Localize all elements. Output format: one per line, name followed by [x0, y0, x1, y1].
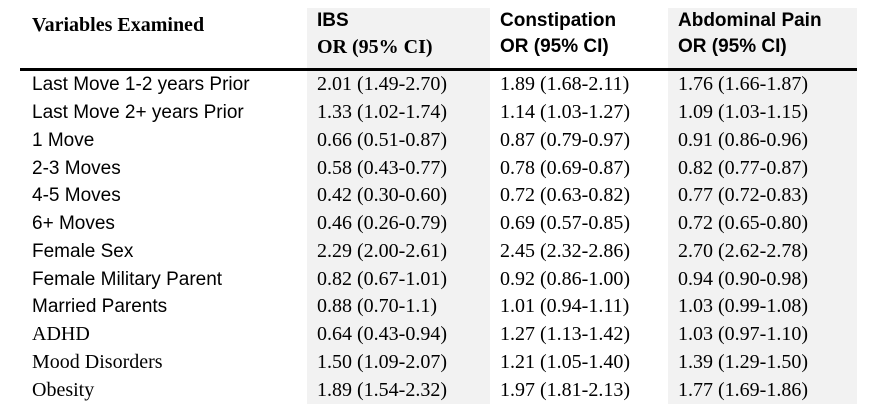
table-row: Mood Disorders 1.50 (1.09-2.07) 1.21 (1.05… — [20, 348, 857, 377]
row-label: Female Military Parent — [32, 268, 223, 290]
cell-value: 0.78 (0.69-0.87) — [500, 156, 630, 179]
column-header: Abdominal Pain OR (95% CI) — [668, 8, 857, 71]
cell-value: 1.77 (1.69-1.86) — [668, 376, 857, 404]
cell-value: 0.91 (0.86-0.96) — [668, 126, 857, 155]
cell-value: 1.27 (1.13-1.42) — [500, 323, 630, 346]
row-label: Female Sex — [32, 240, 134, 262]
cell-value: 1.01 (0.94-1.11) — [500, 295, 630, 318]
row-label: Married Parents — [32, 296, 168, 318]
column-header: Variables Examined — [20, 8, 307, 71]
cell-value: 1.89 (1.68-2.11) — [500, 73, 630, 96]
header-line: Variables Examined — [32, 14, 205, 36]
header-line: OR (95% CI) — [317, 36, 433, 58]
cell-value: 2.70 (2.62-2.78) — [668, 237, 857, 266]
cell-value: 2.45 (2.32-2.86) — [500, 239, 630, 262]
cell-value: 1.03 (0.97-1.10) — [668, 320, 857, 349]
table-body: Last Move 1-2 years Prior 2.01 (1.49-2.70… — [20, 69, 857, 404]
row-label: 6+ Moves — [32, 213, 115, 235]
cell-value: 1.89 (1.54-2.32) — [307, 376, 490, 404]
row-label: Last Move 1-2 years Prior — [32, 74, 250, 96]
cell-value: 0.72 (0.63-0.82) — [500, 184, 630, 207]
cell-value: 1.76 (1.66-1.87) — [668, 69, 857, 99]
cell-value: 0.87 (0.79-0.97) — [500, 128, 630, 151]
table-row: Last Move 2+ years Prior 1.33 (1.02-1.74)… — [20, 98, 857, 127]
cell-value: 1.39 (1.29-1.50) — [668, 348, 857, 377]
cell-value: 0.64 (0.43-0.94) — [307, 320, 490, 349]
cell-value: 1.33 (1.02-1.74) — [307, 98, 490, 127]
table-row: 4-5 Moves 0.42 (0.30-0.60) 0.72 (0.63-0.82… — [20, 182, 857, 210]
table-row: Last Move 1-2 years Prior 2.01 (1.49-2.70… — [20, 69, 857, 99]
header-row: Variables Examined IBS OR (95% CI) Constipa… — [20, 8, 857, 71]
row-label: Mood Disorders — [32, 350, 163, 373]
cell-value: 0.46 (0.26-0.79) — [307, 209, 490, 238]
header-line: Abdominal Pain — [678, 10, 822, 31]
table-row: 2-3 Moves 0.58 (0.43-0.77) 0.78 (0.69-0.87… — [20, 154, 857, 182]
table-row: Married Parents 0.88 (0.70-1.1) 1.01 (0.94… — [20, 293, 857, 321]
row-label: Last Move 2+ years Prior — [32, 102, 244, 124]
header-line: OR (95% CI) — [500, 36, 609, 57]
table-row: 6+ Moves 0.46 (0.26-0.79) 0.69 (0.57-0.85)… — [20, 209, 857, 238]
cell-value: 2.01 (1.49-2.70) — [307, 69, 490, 99]
row-label: 2-3 Moves — [32, 157, 121, 179]
cell-value: 1.09 (1.03-1.15) — [668, 98, 857, 127]
table-row: ADHD 0.64 (0.43-0.94) 1.27 (1.13-1.42) 1.03… — [20, 320, 857, 349]
cell-value: 0.82 (0.67-1.01) — [307, 265, 490, 293]
cell-value: 1.97 (1.81-2.13) — [500, 378, 630, 401]
cell-value: 1.03 (0.99-1.08) — [668, 293, 857, 321]
column-header: Constipation OR (95% CI) — [490, 8, 668, 71]
header-line: Constipation — [500, 10, 617, 31]
row-label: ADHD — [32, 323, 90, 346]
table-row: Female Sex 2.29 (2.00-2.61) 2.45 (2.32-2.8… — [20, 237, 857, 266]
cell-value: 0.94 (0.90-0.98) — [668, 265, 857, 293]
header-line: IBS — [317, 10, 349, 31]
row-label: 1 Move — [32, 129, 95, 151]
cell-value: 1.14 (1.03-1.27) — [500, 101, 630, 124]
odds-ratio-table: Variables Examined IBS OR (95% CI) Constipa… — [20, 8, 857, 404]
cell-value: 0.69 (0.57-0.85) — [500, 212, 630, 235]
table-row: 1 Move 0.66 (0.51-0.87) 0.87 (0.79-0.97) 0.… — [20, 126, 857, 155]
cell-value: 0.42 (0.30-0.60) — [307, 182, 490, 210]
header-line: OR (95% CI) — [678, 36, 787, 57]
row-label: Obesity — [32, 378, 95, 401]
cell-value: 0.92 (0.86-1.00) — [500, 267, 630, 290]
cell-value: 0.58 (0.43-0.77) — [307, 154, 490, 182]
cell-value: 2.29 (2.00-2.61) — [307, 237, 490, 266]
table-row: Obesity 1.89 (1.54-2.32) 1.97 (1.81-2.13) 1… — [20, 376, 857, 404]
cell-value: 0.66 (0.51-0.87) — [307, 126, 490, 155]
cell-value: 0.72 (0.65-0.80) — [668, 209, 857, 238]
cell-value: 0.77 (0.72-0.83) — [668, 182, 857, 210]
column-header: IBS OR (95% CI) — [307, 8, 490, 71]
cell-value: 1.21 (1.05-1.40) — [500, 350, 630, 373]
cell-value: 1.50 (1.09-2.07) — [307, 348, 490, 377]
cell-value: 0.82 (0.77-0.87) — [668, 154, 857, 182]
cell-value: 0.88 (0.70-1.1) — [307, 293, 490, 321]
row-label: 4-5 Moves — [32, 185, 121, 207]
table-row: Female Military Parent 0.82 (0.67-1.01) 0.… — [20, 265, 857, 293]
